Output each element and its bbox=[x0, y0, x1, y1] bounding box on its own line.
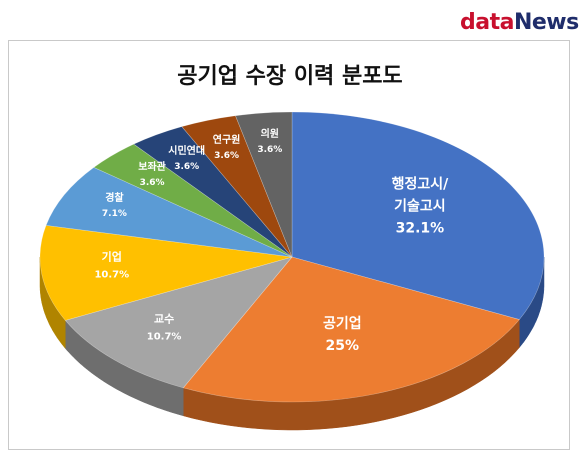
slice-value-8: 3.6% bbox=[257, 145, 282, 155]
pie-slice-2 bbox=[64, 256, 293, 389]
slice-value-0: 32.1% bbox=[396, 221, 445, 237]
datanews-logo: dataNews bbox=[460, 10, 579, 35]
slice-label-0: 행정고시/기술고시 32.1% bbox=[392, 176, 450, 237]
pie-slice-7 bbox=[181, 115, 293, 258]
slice-value-6: 3.6% bbox=[174, 162, 199, 172]
slice-name-5: 보좌관 bbox=[138, 160, 166, 173]
chart-title: 공기업 수장 이력 분포도 bbox=[177, 64, 403, 89]
logo-part1: data bbox=[460, 10, 514, 35]
pie-slices bbox=[39, 111, 545, 403]
pie-slice-5 bbox=[93, 143, 293, 258]
pie-slice-1 bbox=[182, 256, 520, 403]
pie-slice-3 bbox=[39, 225, 293, 321]
slice-name-4: 경찰 bbox=[105, 191, 124, 204]
slice-value-1: 25% bbox=[326, 338, 360, 354]
slice-value-7: 3.6% bbox=[214, 151, 239, 161]
pie-slice-4 bbox=[45, 167, 293, 258]
slice-label-6: 시민연대 3.6% bbox=[168, 144, 205, 172]
slice-name-3: 기업 bbox=[102, 250, 122, 264]
slice-name-0: 행정고시/ bbox=[392, 176, 450, 193]
slice-label-3: 기업 10.7% bbox=[94, 250, 129, 281]
slice-label-8: 의원 3.6% bbox=[257, 127, 282, 155]
slice-name-1: 공기업 bbox=[323, 316, 362, 332]
slice-value-2: 10.7% bbox=[147, 332, 182, 343]
pie-slice-8 bbox=[235, 111, 293, 258]
slice-name-7: 연구원 bbox=[213, 133, 241, 146]
slice-label-4: 경찰 7.1% bbox=[102, 191, 127, 219]
slice-value-3: 10.7% bbox=[94, 270, 129, 281]
slice-label-2: 교수 10.7% bbox=[147, 313, 182, 343]
pie-slice-6 bbox=[133, 126, 293, 258]
slice-value-5: 3.6% bbox=[140, 178, 165, 188]
slice-name-2: 교수 bbox=[154, 313, 174, 326]
slice-label-5: 보좌관 3.6% bbox=[138, 160, 166, 188]
pie-slice-0 bbox=[291, 111, 545, 320]
slice-label-1: 공기업 25% bbox=[323, 316, 362, 354]
pie-labels: 행정고시/기술고시 32.1% 공기업 25% 교수 10.7% 기업 10.7% 경찰 7.1%… bbox=[94, 127, 449, 354]
slice-name-0: 기술고시 bbox=[394, 199, 446, 215]
slice-name-8: 의원 bbox=[261, 127, 279, 140]
slice-label-7: 연구원 3.6% bbox=[213, 133, 241, 161]
slice-name-6: 시민연대 bbox=[168, 144, 205, 157]
logo-part2: News bbox=[513, 10, 579, 35]
slice-value-4: 7.1% bbox=[102, 209, 127, 219]
